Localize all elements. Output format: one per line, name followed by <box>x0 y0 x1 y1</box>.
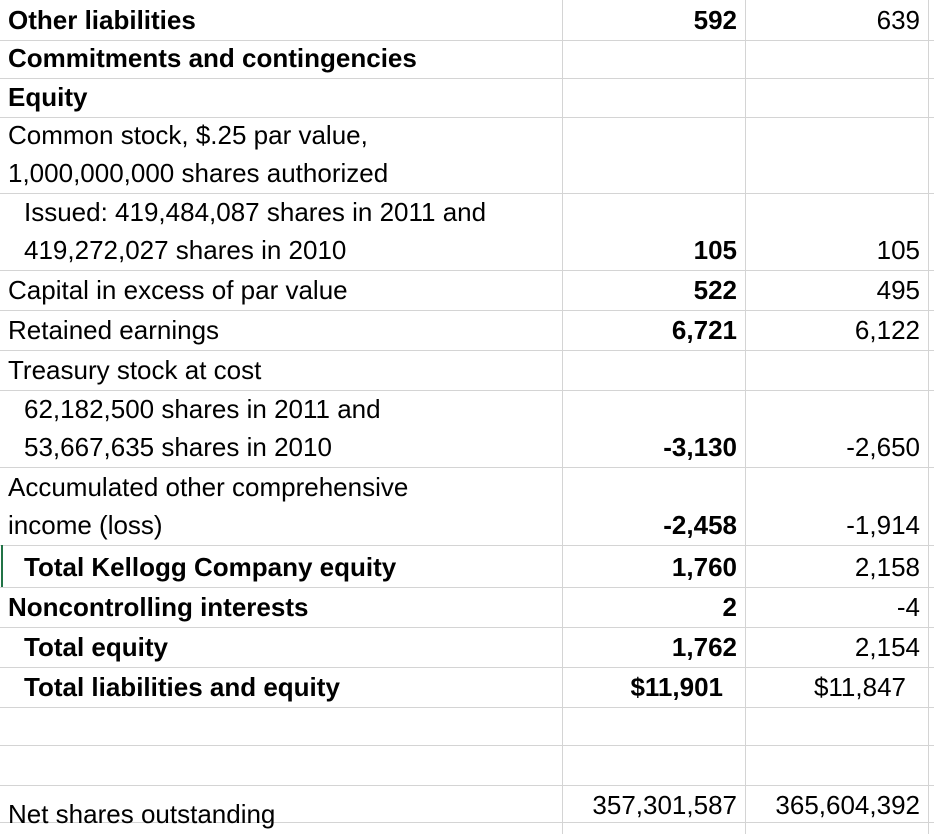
value-2010: 6,122 <box>854 315 920 345</box>
row-label: Noncontrolling interests <box>0 587 562 627</box>
row-label: Total Kellogg Company equity <box>0 545 562 587</box>
value-2010: -1,914 <box>846 510 920 540</box>
value-2010: 639 <box>876 5 920 35</box>
row-label: Accumulated other comprehensive income (l… <box>0 467 562 545</box>
value-2011: 6,721 <box>671 315 737 345</box>
row-label: 62,182,500 shares in 2011 and 53,667,635 … <box>0 390 562 467</box>
grid-line <box>0 350 934 351</box>
grid-line <box>0 117 934 118</box>
value-2011: 592 <box>693 5 737 35</box>
row-label: Total equity <box>0 627 562 667</box>
value-2010: 105 <box>876 235 920 265</box>
row-label: Treasury stock at cost <box>0 350 562 390</box>
grid-line <box>745 0 746 834</box>
value-2011: 522 <box>693 275 737 305</box>
grid-line <box>0 545 934 546</box>
row-label: Capital in excess of par value <box>0 270 562 310</box>
value-2011: 357,301,587 <box>592 790 737 820</box>
row-label: Common stock, $.25 par value, 1,000,000,0… <box>0 117 562 193</box>
grid-line <box>0 785 934 786</box>
label-line: Total liabilities and equity <box>24 672 340 702</box>
grid-line <box>0 193 934 194</box>
label-line: Total equity <box>24 632 168 662</box>
label-line: Accumulated other comprehensive <box>8 472 409 502</box>
value-2010: 365,604,392 <box>775 790 920 820</box>
value-2011: 1,762 <box>671 632 737 662</box>
value-2010: -2,650 <box>846 432 920 462</box>
label-line: 53,667,635 shares in 2010 <box>24 432 332 462</box>
grid-line <box>0 310 934 311</box>
grid-line <box>0 822 934 823</box>
grid-line <box>0 390 934 391</box>
label-line: Treasury stock at cost <box>8 355 262 385</box>
row-label: Issued: 419,484,087 shares in 2011 and 41… <box>0 193 562 270</box>
grid-line <box>928 0 929 834</box>
label-line: Total Kellogg Company equity <box>24 552 397 582</box>
label-line: Commitments and contingencies <box>8 43 417 73</box>
label-line: Other liabilities <box>8 5 196 35</box>
grid-line <box>0 40 934 41</box>
label-line: Retained earnings <box>8 315 220 345</box>
row-label: Other liabilities <box>0 0 562 40</box>
grid-line <box>562 0 563 834</box>
label-line: 62,182,500 shares in 2011 and <box>24 394 381 424</box>
grid-line <box>0 587 934 588</box>
grid-line <box>0 745 934 746</box>
label-line: Net shares outstanding <box>8 799 276 829</box>
row-label: Retained earnings <box>0 310 562 350</box>
value-2011: 1,760 <box>671 552 737 582</box>
value-2010: 2,154 <box>854 632 920 662</box>
value-2011: $11,901 <box>630 672 723 702</box>
value-2011: -2,458 <box>663 510 737 540</box>
grid-line <box>0 270 934 271</box>
label-line: Noncontrolling interests <box>8 592 309 622</box>
grid-line <box>0 78 934 79</box>
value-2010: 2,158 <box>854 552 920 582</box>
label-line: Equity <box>8 82 88 112</box>
label-line: 419,272,027 shares in 2010 <box>24 235 347 265</box>
label-line: Capital in excess of par value <box>8 275 348 305</box>
label-line: 1,000,000,000 shares authorized <box>8 158 389 188</box>
value-2011: 105 <box>693 235 737 265</box>
value-2010: $11,847 <box>813 672 906 702</box>
row-label: Total liabilities and equity <box>0 667 562 707</box>
value-2011: 2 <box>722 592 737 622</box>
grid-line <box>0 627 934 628</box>
cell-cursor <box>1 545 3 587</box>
row-label: Equity <box>0 78 562 117</box>
label-line: Common stock, $.25 par value, <box>8 120 368 150</box>
row-label: Commitments and contingencies <box>0 40 562 78</box>
value-2010: 495 <box>876 275 920 305</box>
grid-line <box>0 467 934 468</box>
value-2011: -3,130 <box>663 432 737 462</box>
label-line: income (loss) <box>8 510 163 540</box>
label-line: Issued: 419,484,087 shares in 2011 and <box>24 197 487 227</box>
row-label: Net shares outstanding <box>0 785 562 834</box>
grid-line <box>0 667 934 668</box>
grid-line <box>0 707 934 708</box>
value-2010: -4 <box>896 592 920 622</box>
